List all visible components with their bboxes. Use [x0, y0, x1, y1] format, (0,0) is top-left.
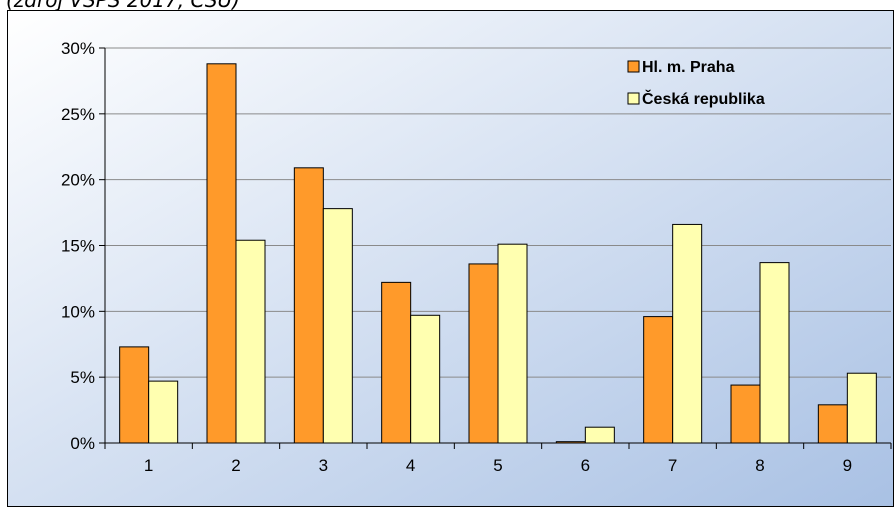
- bar-cr-8: [759, 262, 790, 444]
- bar-praha-1: [119, 346, 150, 444]
- bar-cr-7: [672, 223, 703, 444]
- legend: Hl. m. Praha Česká republika: [627, 59, 765, 108]
- x-tick-label: 3: [319, 456, 328, 475]
- bar-cr-9: [846, 372, 877, 444]
- y-tick-label: 25%: [61, 105, 95, 124]
- bar-cr-2: [235, 239, 266, 444]
- bars: [119, 63, 877, 444]
- y-tick-label: 10%: [61, 302, 95, 321]
- bar-cr-6: [584, 426, 615, 444]
- bar-praha-8: [730, 384, 761, 444]
- chart-frame: 0% 5% 10% 15% 20% 25% 30% 1 2 3 4 5 6 7 8 9 Hl. m. Prah…: [7, 10, 894, 507]
- bar-praha-7: [643, 316, 674, 444]
- bar-praha-3: [293, 167, 324, 444]
- bar-cr-3: [322, 208, 353, 444]
- bar-cr-1: [148, 380, 179, 444]
- x-tick-label: 9: [843, 456, 852, 475]
- bar-praha-2: [206, 63, 237, 444]
- bar-chart: 0% 5% 10% 15% 20% 25% 30% 1 2 3 4 5 6 7 8 9 Hl. m. Prah…: [8, 11, 893, 506]
- x-tick-label: 4: [406, 456, 415, 475]
- legend-label-praha: Hl. m. Praha: [642, 59, 735, 76]
- y-tick-label: 15%: [61, 237, 95, 256]
- x-tick-label: 6: [581, 456, 590, 475]
- bar-praha-4: [381, 281, 412, 444]
- bar-praha-9: [817, 404, 848, 444]
- bar-cr-4: [410, 314, 441, 444]
- y-tick-label: 20%: [61, 171, 95, 190]
- y-tick-label: 0%: [70, 434, 95, 453]
- legend-swatch-cr: [627, 92, 640, 105]
- x-tick-label: 5: [493, 456, 502, 475]
- y-tick-label: 30%: [61, 39, 95, 58]
- x-tick-label: 2: [231, 456, 240, 475]
- legend-swatch-praha: [627, 60, 640, 73]
- source-note: (zdroj VŠPS 2017, ČSÚ): [6, 0, 240, 12]
- y-tick-label: 5%: [70, 368, 95, 387]
- legend-label-cr: Česká republika: [642, 89, 765, 108]
- x-tick-label: 1: [144, 456, 153, 475]
- bar-praha-5: [468, 263, 499, 444]
- axes: 0% 5% 10% 15% 20% 25% 30% 1 2 3 4 5 6 7 8 9: [61, 39, 892, 475]
- bar-cr-5: [497, 243, 528, 444]
- x-tick-label: 8: [755, 456, 764, 475]
- x-tick-label: 7: [668, 456, 677, 475]
